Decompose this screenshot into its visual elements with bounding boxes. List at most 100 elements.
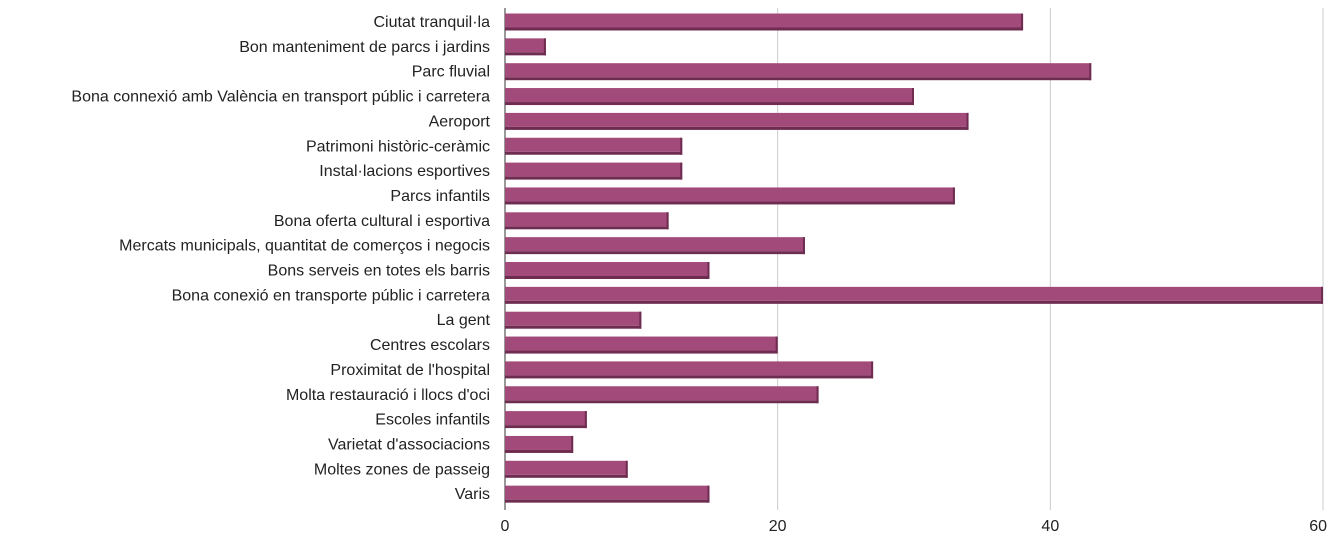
bar-body (505, 435, 574, 450)
bar (505, 187, 955, 205)
bar-edge (584, 411, 587, 429)
bar-shadow (505, 400, 819, 404)
category-label: Patrimoni històric-ceràmic (306, 138, 490, 155)
bar-edge (871, 361, 874, 379)
bar (505, 88, 914, 106)
bar (505, 137, 683, 155)
bar-edge (666, 212, 669, 230)
bar-edge (966, 112, 969, 130)
bar-shadow (505, 350, 778, 354)
bar-shadow (505, 52, 546, 56)
bar-edge (625, 460, 628, 478)
bar-shadow (505, 276, 710, 279)
bar (505, 286, 1323, 304)
bar-body (505, 63, 1092, 78)
bar-body (505, 88, 914, 103)
bar-edge (912, 88, 914, 106)
bar-shadow (505, 77, 1092, 81)
category-label: Bon manteniment de parcs i jardins (239, 39, 490, 56)
category-label: Centres escolars (370, 337, 490, 354)
category-label: Moltes zones de passeig (314, 461, 490, 478)
bar-shadow (505, 499, 710, 503)
bar-edge (680, 162, 683, 180)
grid-lines (504, 8, 1324, 510)
category-labels: Ciutat tranquil·la Bon manteniment de par… (71, 14, 490, 503)
category-label: Parcs infantils (390, 188, 490, 205)
category-label: Varietat d'associacions (328, 436, 490, 453)
bar-edge (802, 237, 805, 255)
bar (505, 435, 574, 453)
bar-edge (680, 137, 683, 155)
category-label: Bona oferta cultural i esportiva (274, 213, 490, 230)
bar-edge (775, 336, 778, 354)
bar-shadow (505, 176, 683, 180)
category-label: Aeroport (429, 113, 491, 130)
bar (505, 162, 683, 180)
category-label: Instal·lacions esportives (319, 163, 490, 180)
bar-body (505, 212, 669, 227)
bar-edge (952, 187, 955, 205)
bar (505, 112, 969, 130)
bar (505, 38, 546, 56)
bar-body (505, 13, 1024, 28)
category-label: Bona conexió en transporte públic i carr… (172, 287, 491, 304)
category-label: Parc fluvial (412, 64, 490, 81)
bar (505, 13, 1024, 31)
category-label: La gent (437, 312, 491, 329)
bar-body (505, 112, 969, 127)
bar-body (505, 137, 683, 152)
bar (505, 361, 874, 379)
bar (505, 63, 1092, 81)
bar-body (505, 311, 642, 326)
bar (505, 212, 669, 230)
bar-body (505, 460, 628, 475)
bar-shadow (505, 449, 574, 453)
bar-shadow (505, 300, 1323, 304)
bar-body (505, 237, 805, 252)
bar-body (505, 262, 710, 276)
category-label: Bons serveis en totes els barris (268, 263, 490, 280)
bar (505, 336, 778, 354)
category-label: Mercats municipals, quantitat de comerço… (119, 238, 490, 255)
bar-shadow (505, 425, 587, 429)
bar-edge (707, 262, 710, 279)
bar-body (505, 38, 546, 53)
x-tick-label: 20 (769, 518, 787, 535)
bar-body (505, 187, 955, 202)
category-label: Varis (455, 486, 490, 503)
bar-shadow (505, 226, 669, 230)
category-label: Molta restauració i llocs d'oci (286, 387, 490, 404)
bar-edge (543, 38, 546, 56)
category-label: Escoles infantils (375, 412, 490, 429)
bar-shadow (505, 201, 955, 205)
bar (505, 485, 710, 503)
x-axis-ticks: 0 20 40 60 (501, 518, 1328, 535)
bars (505, 13, 1323, 503)
bar (505, 386, 819, 404)
bar (505, 311, 642, 329)
bar-shadow (505, 27, 1024, 31)
bar-shadow (505, 251, 805, 255)
category-label: Proximitat de l'hospital (330, 362, 490, 379)
x-tick-label: 0 (501, 518, 510, 535)
bar-body (505, 361, 874, 376)
bar (505, 262, 710, 279)
bar-shadow (505, 375, 874, 379)
bar-shadow (505, 126, 969, 130)
bar-edge (1021, 13, 1024, 31)
bar (505, 460, 628, 478)
bar-edge (816, 386, 819, 404)
x-tick-label: 60 (1309, 518, 1327, 535)
bar-body (505, 411, 587, 426)
bar-edge (1321, 286, 1323, 304)
bar-body (505, 162, 683, 177)
bar (505, 237, 805, 255)
bar-shadow (505, 474, 628, 478)
category-label: Ciutat tranquil·la (374, 14, 491, 31)
bar-edge (1089, 63, 1092, 81)
bar-body (505, 336, 778, 351)
category-label: Bona connexió amb València en transport … (71, 89, 490, 106)
bar-shadow (505, 151, 683, 155)
bar-body (505, 286, 1323, 301)
